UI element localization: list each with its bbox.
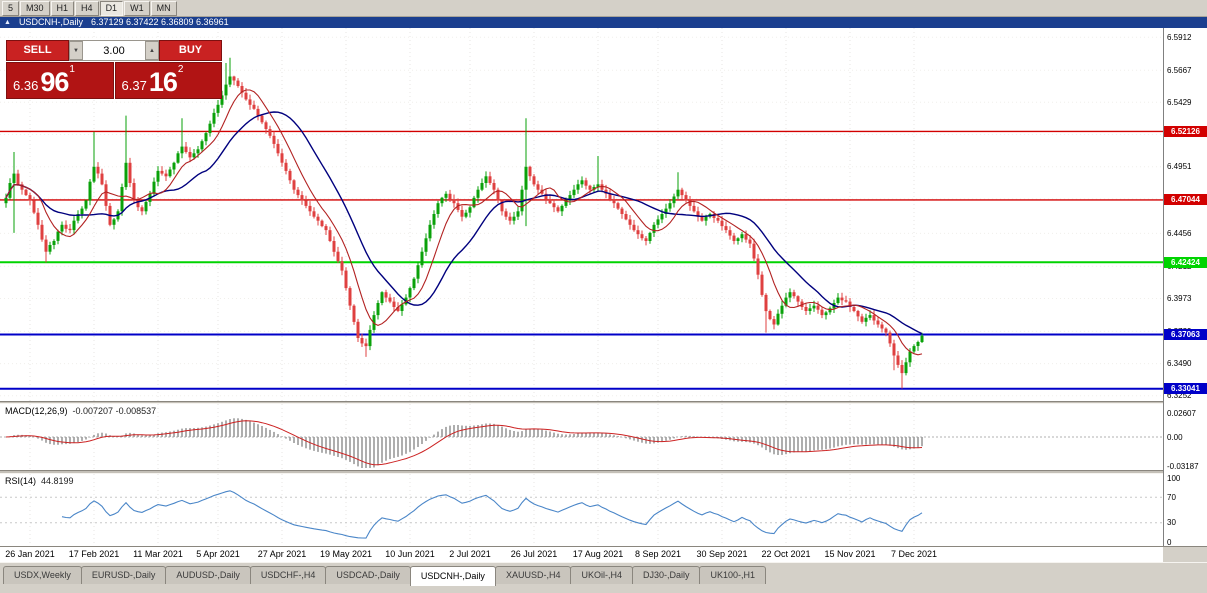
timeframe-button-h1[interactable]: H1 bbox=[50, 0, 75, 16]
rsi-line bbox=[61, 490, 923, 539]
sell-button[interactable]: SELL bbox=[6, 40, 69, 61]
rsi-tick: 100 bbox=[1167, 473, 1181, 483]
timeframe-toolbar: 5 M30 H1 H4 D1 W1 MN bbox=[0, 0, 1207, 17]
grid bbox=[29, 474, 915, 546]
chart-tab-usdcad-daily[interactable]: USDCAD-,Daily bbox=[325, 566, 411, 584]
rsi-tick: 70 bbox=[1167, 492, 1176, 502]
chart-tab-ukoil-h4[interactable]: UKOil-,H4 bbox=[570, 566, 633, 584]
chart-title-bar: ▲ USDCNH-,Daily 6.37129 6.37422 6.36809 … bbox=[0, 17, 1207, 28]
bid-big-digits: 96 bbox=[40, 67, 69, 97]
price-scale[interactable]: 6.59126.56676.54296.51906.49516.47126.44… bbox=[1163, 28, 1207, 547]
price-tick: 6.4951 bbox=[1167, 162, 1192, 172]
price-tick: 6.5429 bbox=[1167, 97, 1192, 107]
price-tick: 6.3490 bbox=[1167, 359, 1192, 369]
pane-separator[interactable] bbox=[0, 401, 1207, 404]
date-label: 7 Dec 2021 bbox=[890, 549, 938, 559]
date-label: 5 Apr 2021 bbox=[196, 549, 240, 559]
chart-title-symbol: USDCNH-,Daily bbox=[18, 17, 83, 27]
macd-values: -0.007207 -0.008537 bbox=[72, 406, 157, 416]
date-label: 2 Jul 2021 bbox=[449, 549, 491, 559]
date-label: 27 Apr 2021 bbox=[257, 549, 307, 559]
macd-indicator-label: MACD(12,26,9) -0.007207 -0.008537 bbox=[5, 406, 156, 416]
bid-point-digit: 1 bbox=[69, 64, 75, 75]
candles bbox=[4, 57, 924, 389]
date-label: 19 May 2021 bbox=[319, 549, 373, 559]
volume-decrease-button[interactable]: ▼ bbox=[69, 41, 83, 60]
chart-tab-usdx-weekly[interactable]: USDX,Weekly bbox=[3, 566, 82, 584]
chart-tab-usdchf-h4[interactable]: USDCHF-,H4 bbox=[249, 566, 327, 584]
ask-point-digit: 2 bbox=[177, 64, 184, 75]
timeframe-button-h4[interactable]: H4 bbox=[75, 0, 99, 16]
chart-window-icon: ▲ bbox=[4, 19, 11, 26]
price-tick: 6.4456 bbox=[1167, 228, 1192, 238]
moving-averages bbox=[5, 89, 923, 356]
date-label: 15 Nov 2021 bbox=[824, 549, 876, 559]
macd-signal-line bbox=[5, 420, 923, 466]
chart-tab-uk100-h1[interactable]: UK100-,H1 bbox=[699, 566, 767, 584]
axis-separator bbox=[0, 546, 1207, 547]
hline-price-badge: 6.33041 bbox=[1164, 383, 1207, 395]
hline-price-badge: 6.37063 bbox=[1164, 329, 1207, 340]
timeframe-button-5[interactable]: 5 bbox=[2, 0, 20, 16]
rsi-value: 44.8199 bbox=[41, 476, 74, 486]
timeframe-button-mn[interactable]: MN bbox=[150, 0, 177, 16]
rsi-title: RSI(14) bbox=[5, 476, 37, 486]
ask-price-display[interactable]: 6.37 16 2 bbox=[114, 62, 222, 99]
timeframe-button-w1[interactable]: W1 bbox=[124, 0, 150, 16]
timeframe-button-d1[interactable]: D1 bbox=[99, 0, 124, 16]
ask-big-digits: 16 bbox=[148, 67, 178, 97]
rsi-tick: 30 bbox=[1167, 518, 1176, 528]
rsi-indicator-canvas[interactable] bbox=[0, 474, 1163, 546]
date-label: 10 Jun 2021 bbox=[385, 549, 435, 559]
volume-increase-button[interactable]: ▲ bbox=[145, 41, 159, 60]
horizontal-price-lines bbox=[0, 130, 1163, 390]
date-label: 11 Mar 2021 bbox=[133, 549, 183, 559]
timeframe-button-m30[interactable]: M30 bbox=[20, 0, 50, 16]
chart-tab-bar: USDX,Weekly EURUSD-,Daily AUDUSD-,Daily USD… bbox=[0, 562, 1207, 593]
hline-price-badge: 6.52126 bbox=[1164, 125, 1207, 137]
time-axis[interactable]: 26 Jan 2021 17 Feb 2021 11 Mar 2021 5 Apr 2… bbox=[0, 547, 1163, 562]
macd-indicator-canvas[interactable] bbox=[0, 404, 1163, 470]
rsi-tick: 0 bbox=[1167, 537, 1172, 547]
macd-tick: -0.03187 bbox=[1167, 461, 1199, 471]
date-label: 30 Sep 2021 bbox=[696, 549, 748, 559]
macd-tick: 0.00 bbox=[1167, 432, 1183, 442]
price-tick: 6.3973 bbox=[1167, 294, 1192, 303]
date-label: 22 Oct 2021 bbox=[761, 549, 811, 559]
volume-input[interactable] bbox=[83, 41, 145, 60]
ask-prefix: 6.37 bbox=[121, 78, 147, 93]
bid-price-display[interactable]: 6.36 96 1 bbox=[6, 62, 114, 99]
bid-prefix: 6.36 bbox=[13, 78, 39, 93]
date-label: 8 Sep 2021 bbox=[634, 549, 682, 559]
buy-button[interactable]: BUY bbox=[159, 40, 222, 61]
chart-title-ohlc: 6.37129 6.37422 6.36809 6.36961 bbox=[90, 17, 229, 27]
date-label: 26 Jan 2021 bbox=[5, 549, 55, 559]
price-tick: 6.5667 bbox=[1167, 65, 1192, 75]
macd-tick: 0.02607 bbox=[1167, 408, 1196, 418]
macd-histogram bbox=[9, 418, 923, 468]
date-label: 17 Feb 2021 bbox=[68, 549, 120, 559]
chart-tab-usdcnh-daily[interactable]: USDCNH-,Daily bbox=[409, 566, 496, 586]
date-label: 17 Aug 2021 bbox=[572, 549, 624, 559]
pane-separator[interactable] bbox=[0, 470, 1207, 474]
volume-field: ▼ ▲ bbox=[69, 40, 159, 61]
price-tick: 6.5912 bbox=[1167, 32, 1192, 42]
chart-tab-dj30-daily[interactable]: DJ30-,Daily bbox=[631, 566, 701, 584]
chart-tab-audusd-daily[interactable]: AUDUSD-,Daily bbox=[165, 566, 251, 584]
one-click-trading-panel: SELL ▼ ▲ BUY 6.36 96 1 6.37 16 2 bbox=[6, 40, 222, 99]
chart-tab-xauusd-h4[interactable]: XAUUSD-,H4 bbox=[494, 566, 572, 584]
date-label: 26 Jul 2021 bbox=[510, 549, 558, 559]
macd-title: MACD(12,26,9) bbox=[5, 406, 68, 416]
price-tick: 6.3252 bbox=[1167, 391, 1192, 401]
hline-price-badge: 6.42424 bbox=[1164, 256, 1207, 268]
rsi-indicator-label: RSI(14) 44.8199 bbox=[5, 476, 74, 486]
chart-tab-eurusd-daily[interactable]: EURUSD-,Daily bbox=[80, 566, 167, 584]
hline-price-badge: 6.47044 bbox=[1164, 194, 1207, 206]
